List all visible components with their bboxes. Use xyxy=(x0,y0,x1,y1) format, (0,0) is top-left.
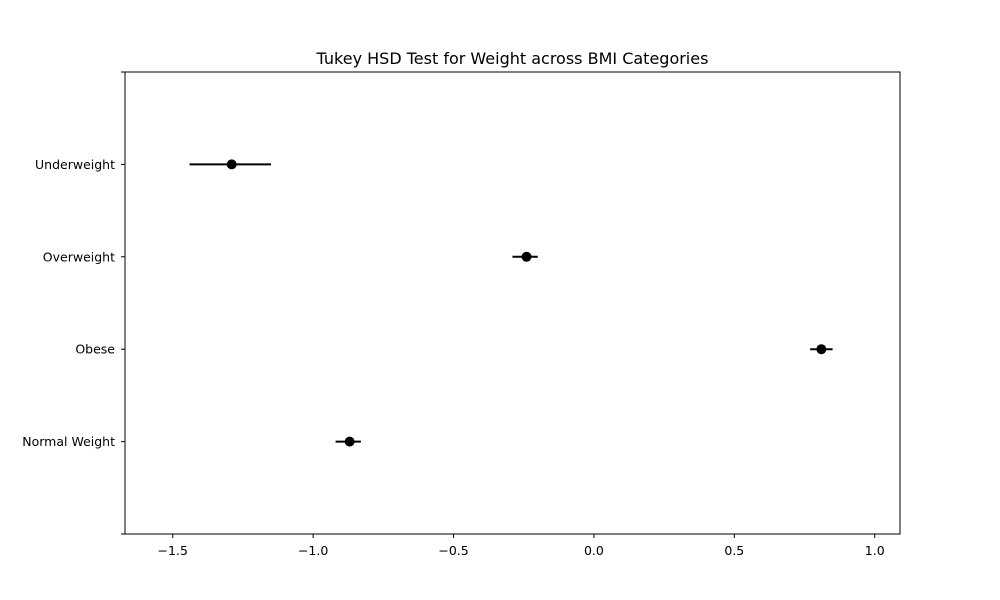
x-tick-label: −1.5 xyxy=(158,543,188,558)
y-tick-label: Underweight xyxy=(35,157,115,172)
plot-area xyxy=(189,159,833,447)
mean-point xyxy=(816,344,827,355)
x-tick-label: −1.0 xyxy=(298,543,328,558)
y-tick-label: Normal Weight xyxy=(22,434,115,449)
chart-title: Tukey HSD Test for Weight across BMI Cat… xyxy=(316,49,709,68)
x-axis: −1.5 −1.0 −0.5 0.0 0.5 1.0 xyxy=(158,534,885,558)
x-tick-label: 0.5 xyxy=(724,543,744,558)
x-tick-label: 1.0 xyxy=(865,543,885,558)
mean-point xyxy=(226,159,237,170)
x-tick-label: 0.0 xyxy=(584,543,604,558)
y-tick-label: Overweight xyxy=(43,249,115,264)
x-tick-label: −0.5 xyxy=(438,543,468,558)
y-tick-label: Obese xyxy=(75,342,115,357)
mean-point xyxy=(344,436,355,447)
y-axis: Normal Weight Obese Overweight Underweight xyxy=(22,71,125,535)
mean-point xyxy=(521,251,532,262)
axes-frame xyxy=(124,71,901,535)
